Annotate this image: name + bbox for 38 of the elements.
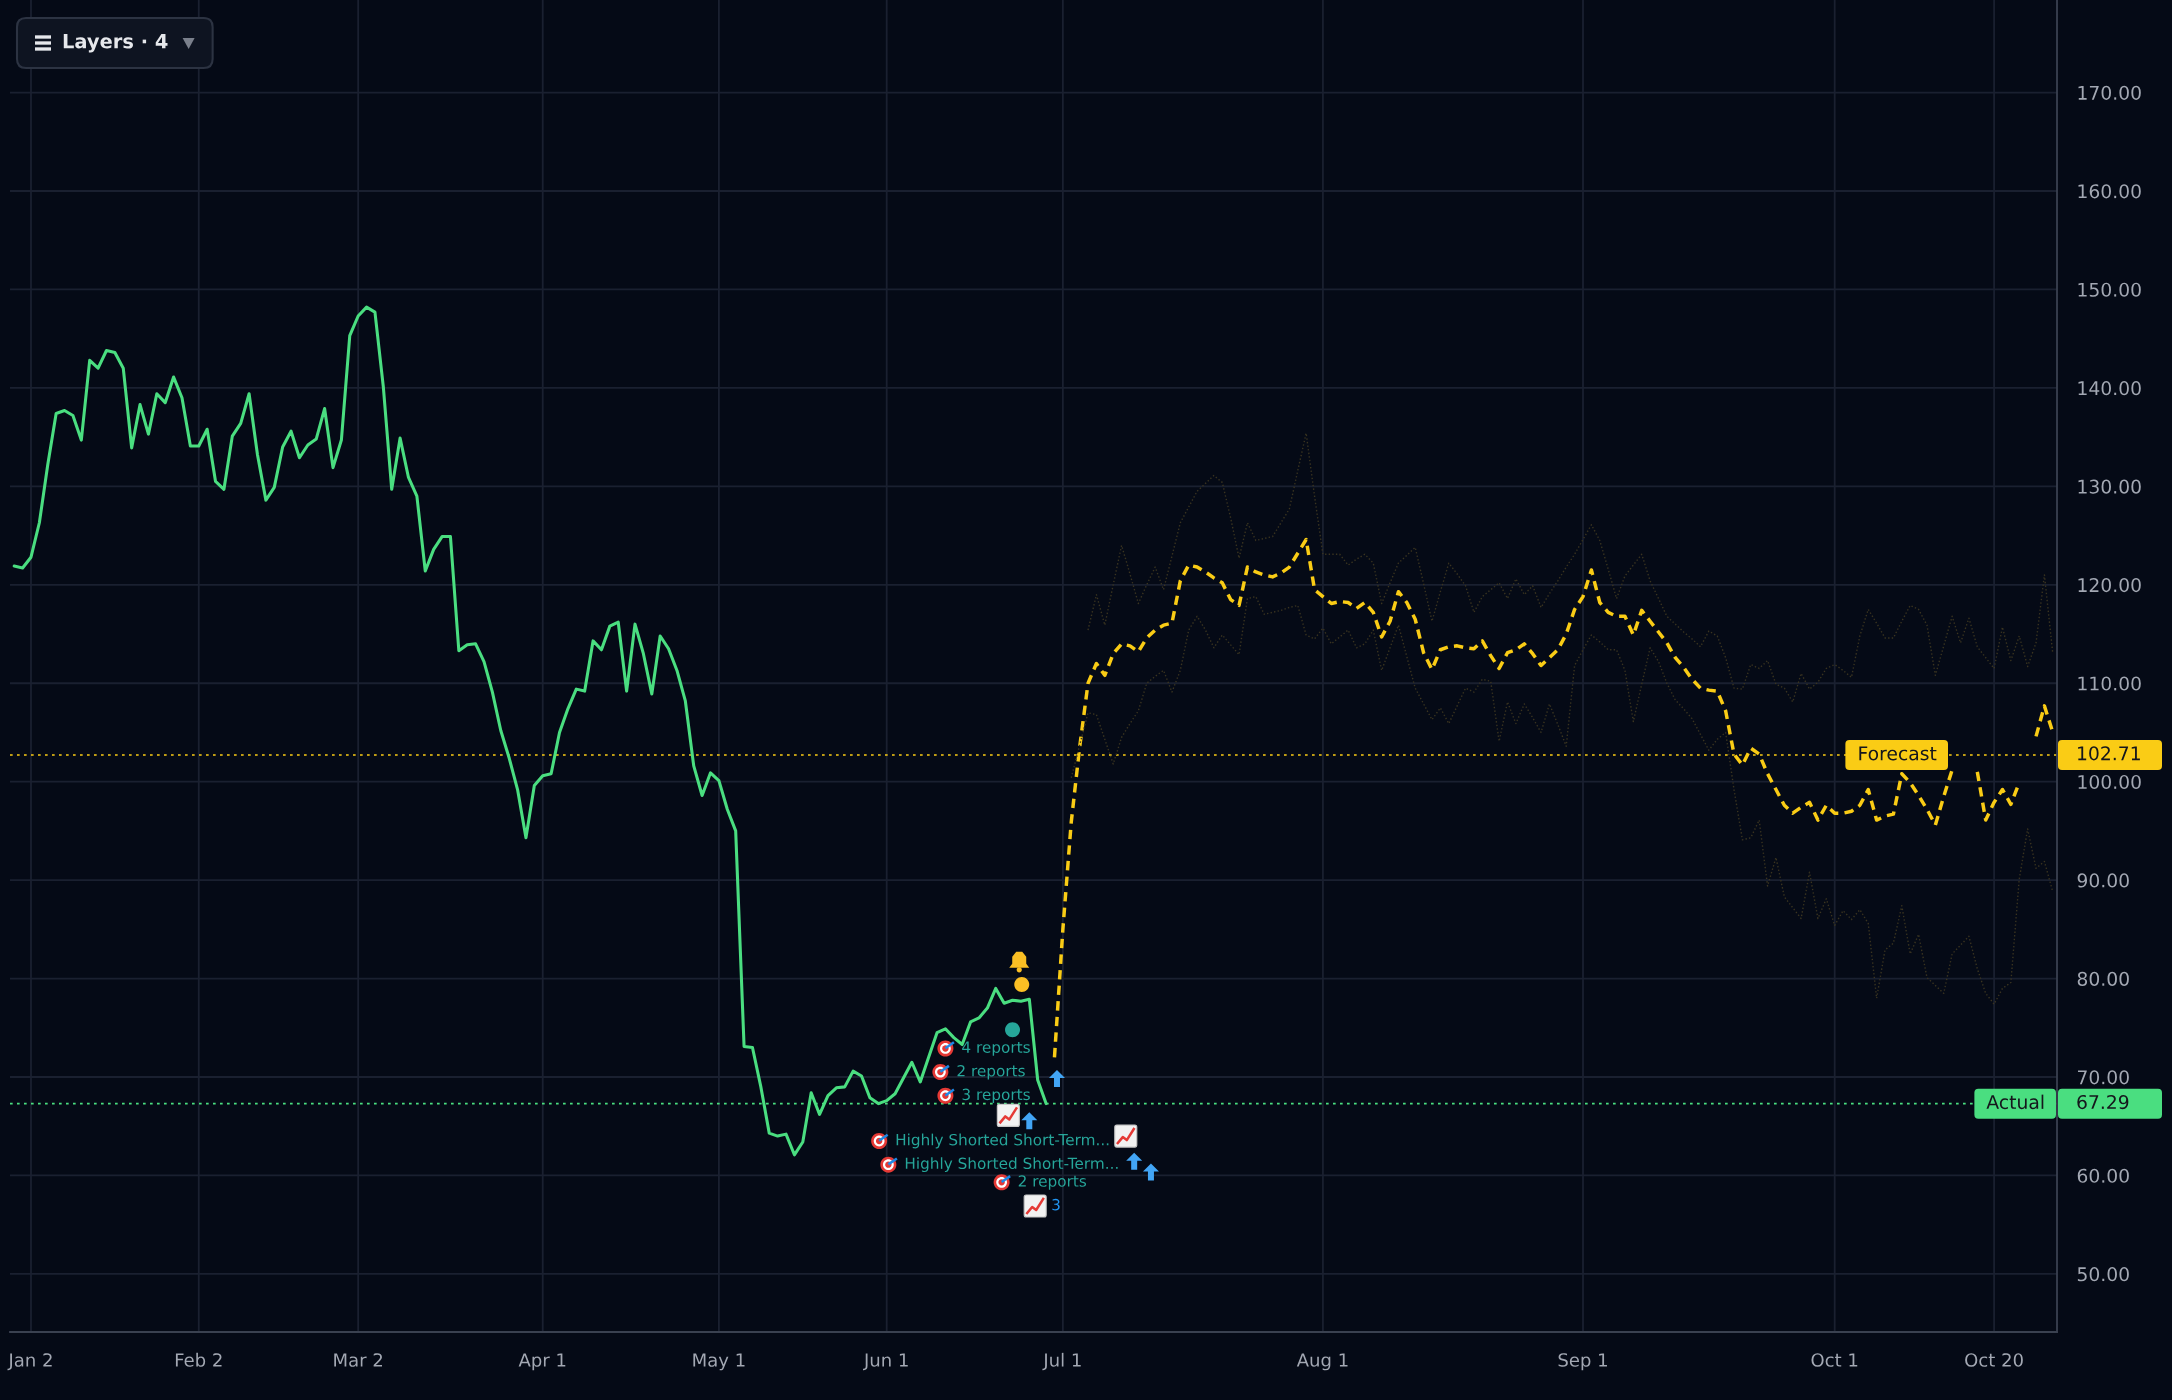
annotation: Highly Shorted Short-Term... xyxy=(905,1157,1118,1173)
annotation: 4 reports xyxy=(962,1041,1030,1056)
y-tick-label: 160.00 xyxy=(2078,184,2141,199)
ref-line-label: Forecast xyxy=(1859,746,1937,761)
line-series xyxy=(1087,432,2054,703)
y-tick-label: 100.00 xyxy=(2078,774,2141,790)
text: 67.29 xyxy=(2077,1094,2129,1110)
y-tick-label: 50.00 xyxy=(2077,1267,2129,1282)
y-tick-label: 90.00 xyxy=(2077,873,2129,888)
y-tick-label: 170.00 xyxy=(2078,85,2141,100)
text: 102.71 xyxy=(2078,746,2140,761)
annotation: Layers · 4 xyxy=(63,34,168,53)
x-tick-label: May 1 xyxy=(693,1353,745,1371)
x-tick-label: Oct 1 xyxy=(1811,1353,1858,1367)
x-tick-label: Feb 2 xyxy=(175,1352,222,1367)
y-tick-label: 140.00 xyxy=(2078,381,2141,396)
y-tick-label: 80.00 xyxy=(2077,971,2129,986)
x-tick-label: Jun 1 xyxy=(863,1353,908,1371)
y-tick-label: 130.00 xyxy=(2078,479,2141,494)
y-tick-label: 150.00 xyxy=(2078,282,2141,297)
annotation: Highly Shorted Short-Term... xyxy=(896,1133,1109,1149)
line-series xyxy=(1070,595,2054,1005)
annotation: 3 xyxy=(1052,1198,1060,1211)
x-tick-label: Apr 1 xyxy=(518,1353,566,1371)
x-tick-label: Jan 2 xyxy=(7,1353,52,1371)
x-tick-label: Mar 2 xyxy=(334,1353,382,1367)
y-tick-label: 110.00 xyxy=(2078,676,2141,691)
y-tick-label: 70.00 xyxy=(2077,1070,2129,1085)
x-tick-label: Sep 1 xyxy=(1558,1353,1607,1371)
annotation: 2 reports xyxy=(957,1064,1025,1080)
y-tick-label: 120.00 xyxy=(2078,577,2141,593)
x-tick-label: Aug 1 xyxy=(1296,1353,1348,1371)
x-tick-label: Oct 20 xyxy=(1965,1353,2023,1367)
annotation: 3 reports xyxy=(962,1088,1030,1104)
x-tick-label: Jul 1 xyxy=(1042,1352,1081,1371)
y-tick-label: 60.00 xyxy=(2077,1168,2129,1183)
ref-line-label: Actual xyxy=(1986,1094,2044,1110)
annotation: 2 reports xyxy=(1018,1175,1087,1190)
